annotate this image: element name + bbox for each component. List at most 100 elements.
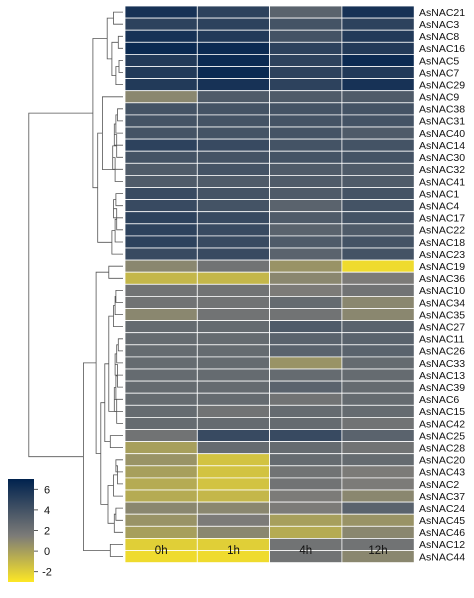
row-label: AsNAC18 xyxy=(419,237,465,249)
heatmap-cell xyxy=(341,441,415,455)
heatmap-cell xyxy=(269,513,343,527)
heatmap-cell xyxy=(269,356,343,370)
heatmap-cell xyxy=(269,247,343,261)
heatmap-cell xyxy=(196,477,271,491)
heatmap-cell xyxy=(341,271,415,285)
heatmap-cell xyxy=(124,187,198,201)
heatmap-cell xyxy=(269,259,343,273)
heatmap-cell xyxy=(124,223,198,237)
row-label: AsNAC6 xyxy=(419,394,459,406)
heatmap-cell xyxy=(196,235,271,249)
heatmap-cell xyxy=(124,66,198,80)
row-label: AsNAC29 xyxy=(419,79,465,91)
heatmap-cell xyxy=(341,259,415,273)
heatmap-cell xyxy=(196,429,271,443)
heatmap-cell xyxy=(269,392,343,406)
heatmap-cell xyxy=(341,392,415,406)
heatmap-cell xyxy=(341,453,415,467)
heatmap-cell xyxy=(196,126,271,140)
row-label: AsNAC9 xyxy=(419,92,459,104)
heatmap-cell xyxy=(269,332,343,346)
heatmap-cell xyxy=(196,525,271,539)
dendrogram-branch xyxy=(115,290,123,303)
dendrogram-branch xyxy=(118,60,123,73)
heatmap-cell xyxy=(341,332,415,346)
row-label: AsNAC2 xyxy=(419,479,459,491)
dendrogram-branch xyxy=(115,114,123,134)
heatmap-cell xyxy=(269,320,343,334)
row-label: AsNAC27 xyxy=(419,321,465,333)
row-label: AsNAC17 xyxy=(419,213,465,225)
colorbar-gradient xyxy=(8,479,34,582)
column-label: 1h xyxy=(227,545,240,557)
heatmap-cell xyxy=(196,271,271,285)
column-label: 0h xyxy=(155,545,168,557)
dendrogram-branch xyxy=(117,338,123,352)
row-label: AsNAC39 xyxy=(419,382,465,394)
heatmap-cell xyxy=(196,90,271,104)
heatmap-cell xyxy=(341,162,415,176)
dendrogram-branch xyxy=(108,265,123,279)
heatmap-cell xyxy=(124,295,198,309)
heatmap-cell xyxy=(341,550,415,564)
heatmap-cell xyxy=(269,126,343,140)
heatmap-cell xyxy=(196,404,271,418)
heatmap-cell xyxy=(341,17,415,31)
heatmap-cell xyxy=(341,211,415,225)
heatmap-cell xyxy=(124,17,198,31)
heatmap-cell xyxy=(124,368,198,382)
dendrogram-branch xyxy=(97,132,112,243)
row-label: AsNAC28 xyxy=(419,442,465,454)
heatmap-cell xyxy=(196,247,271,261)
heatmap-cell xyxy=(341,235,415,249)
heatmap-cell xyxy=(341,368,415,382)
row-label: AsNAC23 xyxy=(419,249,465,261)
heatmap-cell xyxy=(196,441,271,455)
row-label: AsNAC8 xyxy=(419,31,459,43)
heatmap-cell xyxy=(124,162,198,176)
heatmap-cell xyxy=(269,295,343,309)
row-label: AsNAC40 xyxy=(419,128,465,140)
heatmap-cell xyxy=(341,5,415,19)
heatmap-cell xyxy=(124,332,198,346)
dendrogram-branch xyxy=(104,363,111,442)
row-label: AsNAC45 xyxy=(419,515,465,527)
heatmap-cell xyxy=(341,501,415,515)
row-label: AsNAC24 xyxy=(419,503,465,515)
heatmap-cell xyxy=(196,223,271,237)
heatmap-cell xyxy=(341,477,415,491)
row-label: AsNAC19 xyxy=(419,261,465,273)
heatmap-cell xyxy=(269,429,343,443)
dendrogram-branch xyxy=(115,375,123,400)
row-label: AsNAC46 xyxy=(419,527,465,539)
heatmap-cell xyxy=(124,150,198,164)
heatmap-cell xyxy=(196,416,271,430)
heatmap-cell xyxy=(269,344,343,358)
heatmap-cell xyxy=(124,78,198,92)
heatmap-cell xyxy=(269,187,343,201)
dendrogram-branch xyxy=(95,271,109,454)
heatmap-cell xyxy=(124,259,198,273)
heatmap-cell xyxy=(196,5,271,19)
heatmap-cell xyxy=(124,114,198,128)
heatmap-cell xyxy=(124,513,198,527)
row-label: AsNAC14 xyxy=(419,140,465,152)
heatmap-cell xyxy=(124,5,198,19)
heatmap-cell xyxy=(196,66,271,80)
row-label: AsNAC44 xyxy=(419,551,465,563)
heatmap-cell xyxy=(269,174,343,188)
heatmap-cell xyxy=(124,429,198,443)
row-label: AsNAC30 xyxy=(419,152,465,164)
heatmap-cell xyxy=(196,41,271,55)
heatmap-cell xyxy=(124,41,198,55)
heatmap-cell xyxy=(124,416,198,430)
heatmap-cell xyxy=(269,199,343,213)
heatmap-cell xyxy=(269,90,343,104)
heatmap-cell xyxy=(341,320,415,334)
row-label: AsNAC25 xyxy=(419,430,465,442)
heatmap-cell xyxy=(196,150,271,164)
row-label: AsNAC4 xyxy=(419,201,459,213)
row-label: AsNAC32 xyxy=(419,164,465,176)
heatmap-cell xyxy=(341,102,415,116)
row-label: AsNAC3 xyxy=(419,19,459,31)
